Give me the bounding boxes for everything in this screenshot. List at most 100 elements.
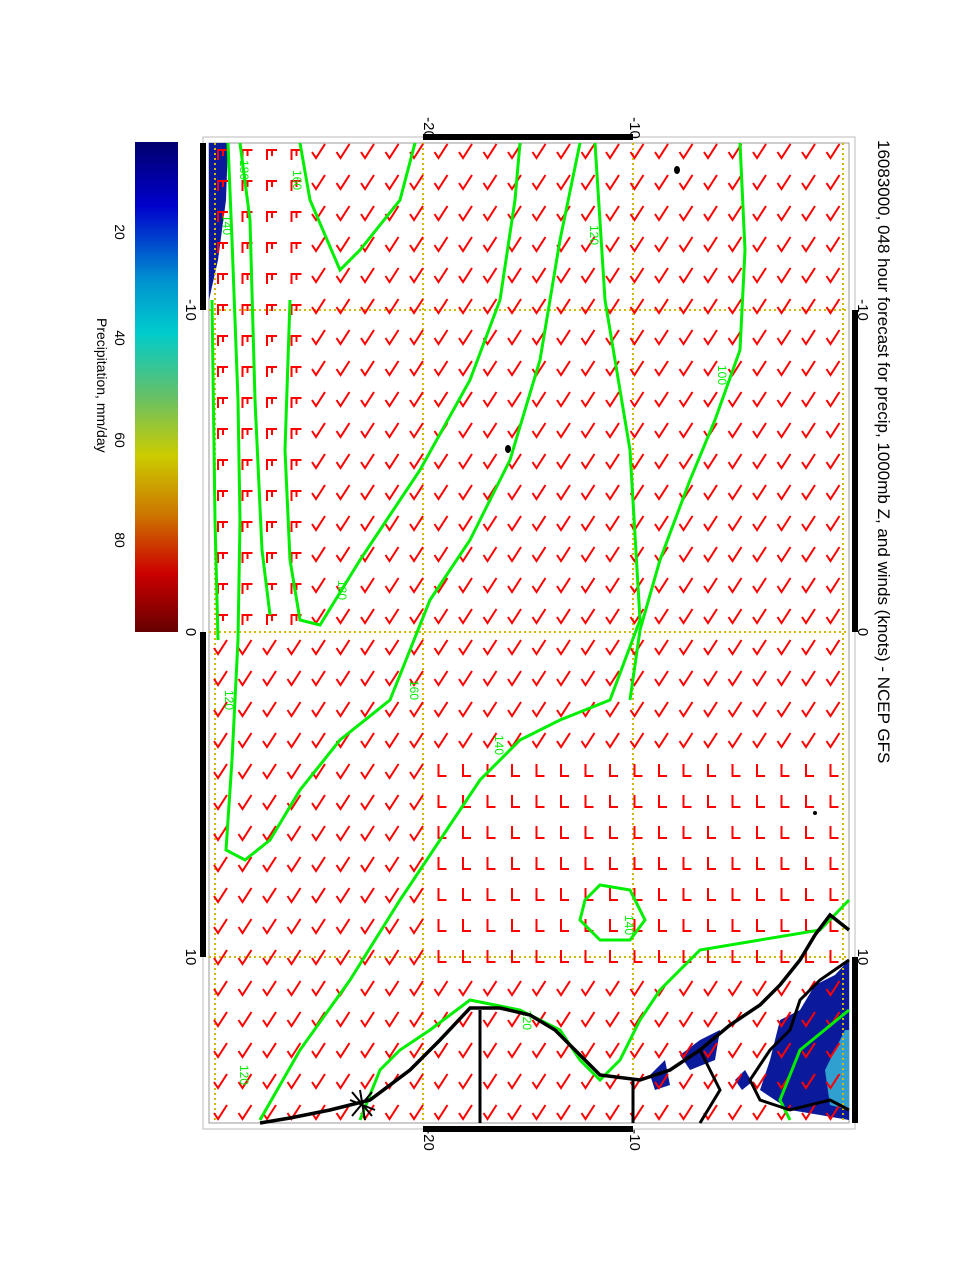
wind-barb (482, 236, 498, 253)
wind-barb (335, 763, 351, 780)
wind-barb (241, 583, 253, 594)
wind-barb (286, 825, 302, 842)
wind-barb (609, 764, 618, 777)
wind-barb (727, 422, 743, 439)
geopotential-contour (210, 299, 220, 641)
wind-barb (458, 608, 473, 625)
island-dot (674, 166, 680, 174)
wind-barb (629, 980, 645, 997)
wind-barb (262, 1042, 277, 1059)
wind-barb (678, 639, 694, 656)
wind-barb (678, 329, 694, 346)
wind-barb (801, 701, 816, 718)
wind-barb (262, 794, 277, 811)
wind-barb (580, 577, 596, 594)
wind-barb (825, 143, 841, 160)
wind-barb (605, 639, 620, 656)
wind-barb (433, 639, 449, 656)
contour-label: 100 (715, 365, 729, 385)
wind-barb (384, 763, 400, 780)
wind-barb (531, 1104, 547, 1121)
wind-barb (433, 329, 449, 346)
wind-barb (556, 1073, 571, 1090)
wind-barb (678, 298, 694, 315)
wind-barb (482, 143, 498, 160)
longitude-tick-label-right: 0 (854, 628, 871, 636)
wind-barb (311, 205, 326, 222)
wind-barb (335, 825, 351, 842)
wind-barb (311, 546, 326, 563)
wind-barb (580, 391, 596, 408)
wind-barb (217, 490, 228, 501)
wind-barb (703, 546, 718, 563)
wind-barb (384, 980, 400, 997)
wind-barb (825, 1104, 841, 1121)
wind-barb (213, 1042, 228, 1059)
wind-barb (409, 1011, 424, 1028)
wind-barb (727, 1042, 743, 1059)
wind-barb (384, 453, 400, 470)
wind-barb (384, 949, 400, 966)
wind-barb (286, 887, 302, 904)
wind-barb (678, 174, 694, 191)
wind-barb (335, 1042, 351, 1059)
wind-barb (556, 670, 571, 687)
wind-barb (605, 980, 620, 997)
wind-barb (752, 1042, 767, 1059)
wind-barb (801, 329, 816, 346)
wind-barb (462, 857, 471, 870)
wind-barb (213, 1104, 228, 1121)
wind-barb (290, 304, 302, 315)
wind-barb (213, 670, 228, 687)
contour-label: 140 (622, 915, 636, 935)
wind-barb (482, 422, 498, 439)
wind-barb (511, 764, 520, 777)
wind-barb (266, 366, 277, 377)
wind-barb (335, 453, 351, 470)
wind-barb (703, 298, 718, 315)
wind-barb (335, 515, 351, 532)
wind-barb (241, 335, 253, 346)
wind-barb (752, 670, 767, 687)
wind-barb (384, 546, 400, 563)
wind-barb (682, 888, 692, 901)
wind-barb (409, 670, 424, 687)
wind-barb (752, 980, 767, 997)
wind-barb (384, 794, 400, 811)
wind-barb (727, 205, 743, 222)
wind-barb (409, 1104, 424, 1121)
wind-barb (703, 577, 718, 594)
wind-barb (286, 918, 302, 935)
wind-barb (433, 1011, 449, 1028)
colorbar (135, 142, 178, 632)
wind-barb (776, 670, 792, 687)
wind-barb (556, 608, 571, 625)
wind-barb (507, 670, 522, 687)
wind-barb (535, 826, 545, 839)
wind-barb (458, 1073, 473, 1090)
wind-barb (486, 888, 496, 901)
wind-barb (384, 1104, 400, 1121)
wind-barb (458, 639, 473, 656)
wind-barb (311, 1042, 326, 1059)
wind-barb (658, 795, 667, 808)
wind-barb (286, 732, 302, 749)
wind-barb (262, 1073, 277, 1090)
wind-barb (458, 143, 473, 160)
wind-barb (556, 1104, 571, 1121)
wind-barb-layer (213, 143, 841, 1121)
wind-barb (409, 608, 424, 625)
wind-barb (360, 267, 375, 284)
wind-barb (580, 608, 596, 625)
wind-barb (531, 980, 547, 997)
wind-barb (752, 329, 767, 346)
wind-barb (311, 484, 326, 501)
wind-barb (266, 490, 277, 501)
wind-barb (752, 391, 767, 408)
wind-barb (629, 329, 645, 346)
wind-barb (433, 608, 449, 625)
wind-barb (801, 1073, 816, 1090)
wind-barb (437, 826, 447, 839)
wind-barb (360, 918, 375, 935)
wind-barb (752, 236, 767, 253)
